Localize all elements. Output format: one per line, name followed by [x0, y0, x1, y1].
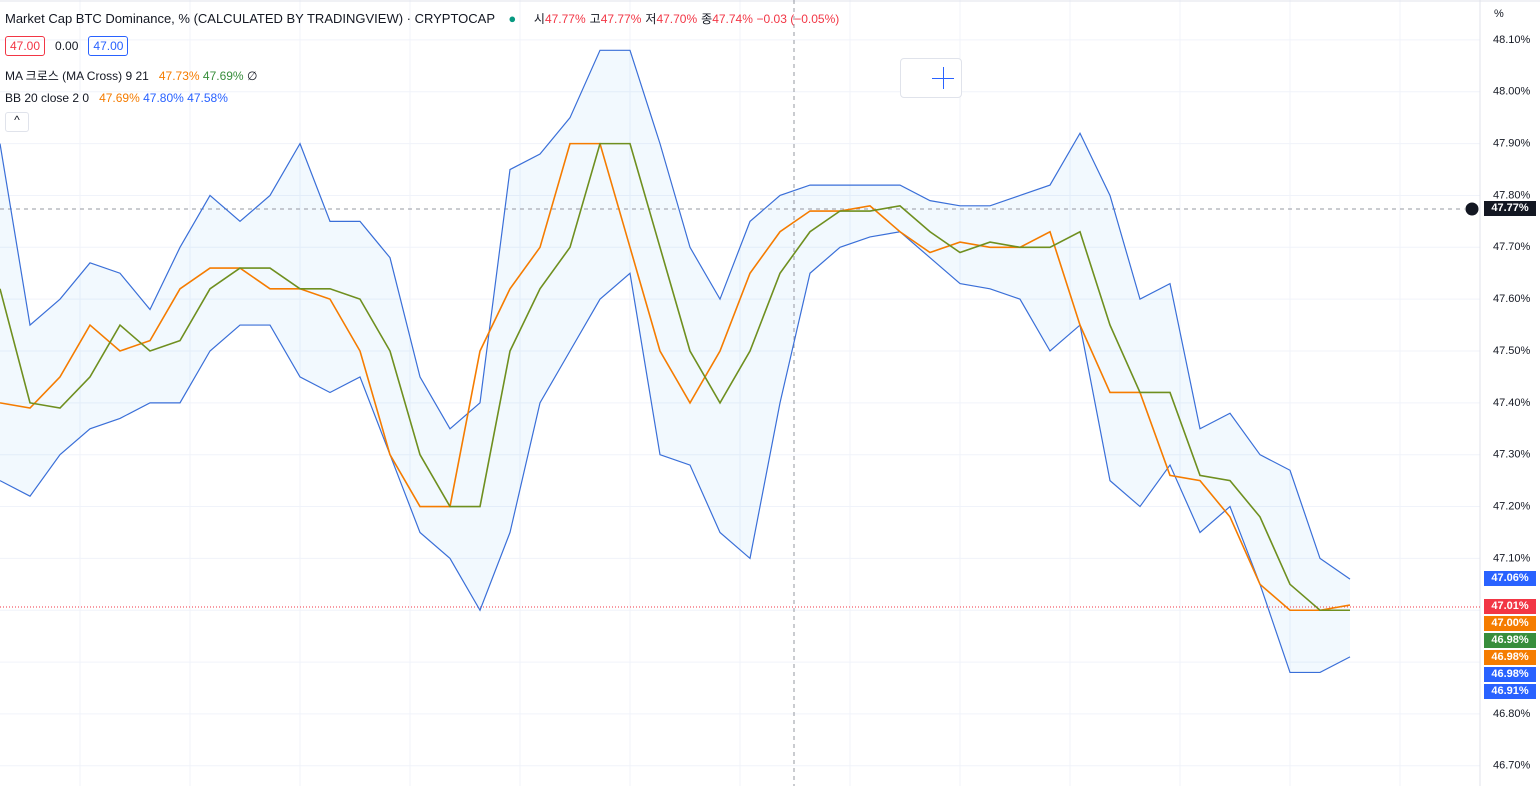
ohlc-key: 고 — [589, 12, 601, 26]
spread: 0.00 — [55, 39, 79, 53]
band-fill — [0, 50, 1350, 673]
price-tag: 46.91% — [1484, 684, 1536, 699]
crosshair-tool[interactable] — [900, 58, 962, 98]
price-tag: 46.98% — [1484, 633, 1536, 648]
ohlc-key: 시 — [533, 12, 545, 26]
ma-legend: MA 크로스 (MA Cross) 9 21 47.73% 47.69% ∅ — [5, 67, 257, 84]
series-line — [0, 142, 1350, 612]
bb-v2: 47.80% — [143, 91, 184, 105]
axis-unit: % — [1494, 8, 1504, 20]
series-line — [0, 142, 1351, 612]
sell-button[interactable]: 47.00 — [5, 36, 46, 56]
series-line — [0, 49, 1351, 580]
y-tick-label: 47.60% — [1493, 293, 1531, 305]
bb-legend: BB 20 close 2 0 47.69% 47.80% 47.58% — [5, 91, 228, 105]
ma-v1: 47.73% — [158, 69, 200, 83]
collapse-button[interactable]: ^ — [5, 112, 29, 132]
ohlc-value: 47.70% — [656, 12, 698, 26]
y-tick-label: 47.50% — [1493, 345, 1531, 357]
ohlc-value: 47.77% — [600, 12, 642, 26]
y-tick-label: 47.40% — [1493, 397, 1531, 409]
y-tick-label: 47.30% — [1493, 449, 1531, 461]
y-tick-label: 47.70% — [1493, 241, 1531, 253]
y-tick-label: 47.10% — [1493, 552, 1531, 564]
ohlc-key: 저 — [645, 12, 657, 26]
change: −0.03 (−0.05%) — [756, 12, 840, 26]
series-line — [0, 231, 1351, 674]
price-tag: 47.01% — [1484, 599, 1536, 614]
y-tick-label: 46.70% — [1493, 760, 1531, 772]
bb-label: BB 20 close 2 0 — [5, 91, 90, 105]
price-tag: 46.98% — [1484, 650, 1536, 665]
bb-v1: 47.69% — [99, 91, 140, 105]
y-tick-label: 48.10% — [1493, 34, 1531, 46]
y-tick-label: 46.80% — [1493, 708, 1531, 720]
crosshair-plus — [1464, 201, 1480, 217]
buttons: 47.00 0.00 47.00 — [5, 36, 134, 56]
price-tag: 47.06% — [1484, 571, 1536, 586]
y-tick-label: 47.80% — [1493, 189, 1531, 201]
ohlc-value: 47.77% — [544, 12, 586, 26]
price-tag: 46.98% — [1484, 667, 1536, 682]
bb-v3: 47.58% — [187, 91, 228, 105]
y-tick-label: 47.20% — [1493, 500, 1531, 512]
title: Market Cap BTC Dominance, % (CALCULATED … — [5, 11, 495, 26]
ohlc-key: 종 — [701, 12, 713, 26]
price-tag: 47.00% — [1484, 616, 1536, 631]
price-tag: 47.77% — [1484, 201, 1536, 216]
status-dot: ● — [508, 11, 517, 26]
buy-button[interactable]: 47.00 — [88, 36, 129, 56]
ohlc: 시47.77% 고47.77% 저47.70% 종47.74% — [530, 12, 753, 26]
ma-label: MA 크로스 (MA Cross) 9 21 — [5, 69, 149, 83]
header: Market Cap BTC Dominance, % (CALCULATED … — [5, 10, 839, 27]
y-tick-label: 48.00% — [1493, 86, 1531, 98]
ma-v3: ∅ — [246, 69, 258, 83]
ohlc-value: 47.74% — [712, 12, 753, 26]
ma-v2: 47.69% — [202, 69, 244, 83]
y-tick-label: 47.90% — [1493, 138, 1531, 150]
